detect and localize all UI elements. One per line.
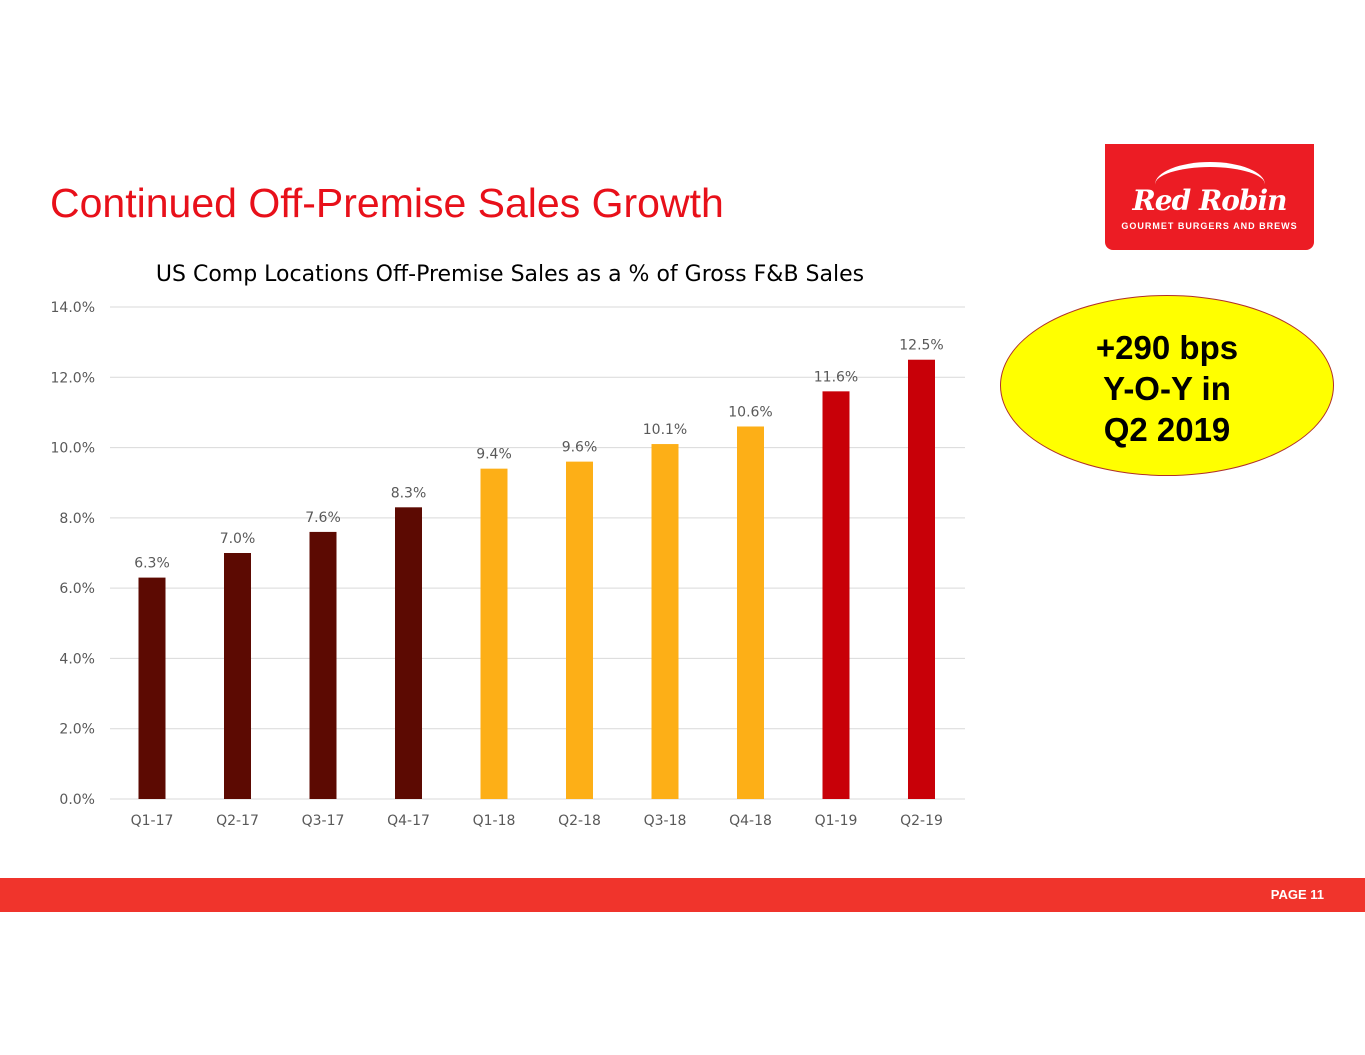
bar	[309, 531, 337, 799]
y-tick-label: 6.0%	[59, 581, 95, 597]
data-label: 11.6%	[814, 369, 858, 385]
x-tick-label: Q3-17	[302, 813, 345, 829]
yoy-callout: +290 bps Y-O-Y in Q2 2019	[1000, 295, 1334, 476]
logo-tagline: GOURMET BURGERS AND BREWS	[1121, 221, 1298, 231]
y-tick-label: 4.0%	[59, 651, 95, 667]
page-number: PAGE 11	[1270, 887, 1324, 902]
bar-chart: US Comp Locations Off-Premise Sales as a…	[51, 262, 965, 829]
data-label: 8.3%	[391, 485, 427, 501]
data-label: 10.6%	[728, 404, 772, 420]
x-tick-label: Q4-17	[387, 813, 430, 829]
data-label: 9.6%	[562, 440, 598, 456]
bar	[138, 577, 166, 799]
data-label: 7.6%	[305, 510, 341, 526]
bar	[480, 468, 508, 799]
bar	[566, 461, 593, 799]
bar	[737, 426, 764, 799]
x-tick-label: Q2-19	[900, 813, 943, 829]
footer-bar: PAGE 11	[0, 878, 1365, 912]
x-tick-label: Q3-18	[644, 813, 687, 829]
chart-title: US Comp Locations Off-Premise Sales as a…	[156, 262, 864, 287]
data-label: 6.3%	[134, 556, 170, 572]
data-label: 7.0%	[220, 531, 256, 547]
bar	[908, 359, 935, 799]
bar	[395, 507, 422, 799]
data-label: 10.1%	[643, 422, 687, 438]
data-label: 9.4%	[476, 447, 512, 463]
x-tick-label: Q2-17	[216, 813, 259, 829]
y-tick-label: 2.0%	[59, 722, 95, 738]
callout-line: +290 bps	[1095, 329, 1239, 366]
x-tick-label: Q1-19	[815, 813, 858, 829]
y-tick-label: 12.0%	[51, 370, 95, 386]
data-label: 12.5%	[899, 338, 943, 354]
callout-line: Q2 2019	[1103, 411, 1231, 448]
y-tick-label: 10.0%	[51, 441, 95, 457]
logo-arc-icon	[1155, 162, 1265, 207]
x-tick-label: Q2-18	[558, 813, 601, 829]
x-tick-label: Q4-18	[729, 813, 772, 829]
bar	[822, 391, 850, 799]
bar	[651, 444, 679, 799]
red-robin-logo: Red Robin GOURMET BURGERS AND BREWS	[1105, 144, 1314, 250]
y-tick-label: 14.0%	[51, 300, 95, 316]
callout-line: Y-O-Y in	[1103, 370, 1231, 407]
x-tick-label: Q1-18	[473, 813, 516, 829]
x-tick-label: Q1-17	[131, 813, 174, 829]
bar	[224, 553, 251, 799]
y-tick-label: 8.0%	[59, 511, 95, 527]
y-tick-label: 0.0%	[59, 792, 95, 808]
page-title: Continued Off-Premise Sales Growth	[50, 180, 724, 226]
